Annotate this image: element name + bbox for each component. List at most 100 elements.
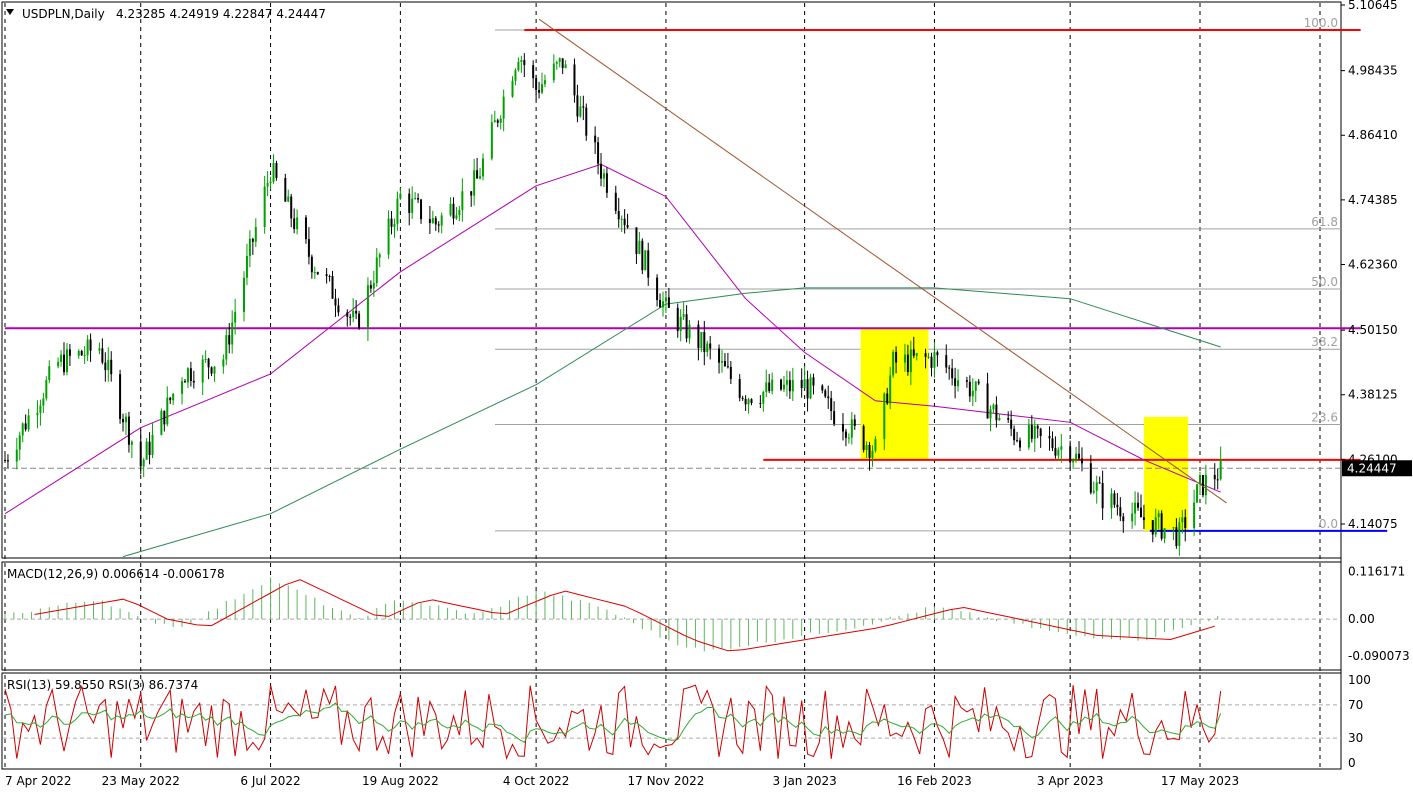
candle-body: [325, 274, 328, 277]
candle-body: [726, 366, 729, 368]
candle-body: [142, 459, 145, 467]
candle-body: [163, 410, 166, 425]
candle-body: [1163, 528, 1166, 539]
candle-body: [661, 301, 664, 308]
candle-body: [27, 415, 30, 430]
candle-body: [965, 380, 968, 382]
macd-signal-line: [34, 579, 1215, 652]
candle-body: [706, 343, 709, 353]
candle-body: [824, 390, 827, 397]
candle-body: [747, 399, 750, 405]
candle-body: [809, 377, 812, 399]
candle-body: [738, 378, 741, 398]
candle-body: [517, 61, 520, 71]
candle-body: [936, 352, 939, 356]
candle-body: [1119, 507, 1122, 517]
candle-body: [452, 203, 455, 219]
candle-body: [269, 181, 272, 183]
price-tick-label: 4.62360: [1348, 258, 1398, 272]
fib-label: 38.2: [1311, 335, 1338, 349]
candle-body: [1219, 459, 1222, 480]
candle-body: [378, 254, 381, 258]
candle-body: [1213, 474, 1216, 480]
candle-body: [186, 368, 189, 383]
time-tick-label: 6 Jul 2022: [240, 774, 300, 788]
candle-body: [148, 441, 151, 455]
candle-body: [709, 343, 712, 349]
time-tick-label: 23 May 2022: [102, 774, 180, 788]
candle-body: [60, 354, 63, 362]
candle-body: [331, 276, 334, 299]
candle-body: [626, 225, 629, 228]
candle-body: [847, 437, 850, 439]
candle-body: [68, 349, 71, 356]
candle-body: [597, 142, 600, 164]
candle-body: [638, 240, 641, 255]
highlight-box: [860, 328, 929, 460]
price-tick-label: 4.74385: [1348, 193, 1398, 207]
menu-triangle-icon[interactable]: [6, 9, 14, 15]
candle-body: [48, 366, 51, 381]
candle-body: [986, 383, 989, 419]
candle-body: [605, 173, 608, 193]
candle-body: [399, 193, 402, 199]
macd-label: MACD(12,26,9) 0.006614 -0.006178: [7, 567, 225, 581]
ma-slow-line: [122, 287, 1221, 558]
candle-body: [682, 314, 685, 317]
candle-body: [1134, 502, 1137, 514]
candle-body: [65, 349, 68, 373]
candle-body: [89, 339, 92, 351]
time-tick-label: 17 Nov 2022: [628, 774, 705, 788]
candle-body: [729, 366, 732, 379]
candle-body: [833, 411, 836, 424]
candle-body: [564, 64, 567, 69]
candle-body: [785, 380, 788, 385]
rsi-label: RSI(13) 59.8550 RSI(3) 86.7374: [7, 678, 198, 692]
candle-body: [355, 310, 358, 314]
rsi-series: [3, 684, 1341, 760]
candle-body: [862, 425, 865, 451]
candle-body: [127, 416, 130, 445]
candle-body: [585, 107, 588, 136]
candle-body: [272, 163, 275, 182]
candle-body: [1027, 424, 1030, 448]
price-tick-label: 4.98435: [1348, 64, 1398, 78]
ma-fast-line: [4, 163, 1221, 515]
candle-body: [476, 170, 479, 179]
candle-body: [213, 366, 216, 374]
candle-body: [169, 397, 172, 401]
candle-body: [461, 191, 464, 210]
candle-body: [718, 348, 721, 363]
candle-body: [644, 250, 647, 271]
candle-body: [800, 380, 803, 388]
candle-body: [1201, 475, 1204, 496]
candle-body: [930, 356, 933, 368]
candle-body: [741, 397, 744, 399]
candle-body: [555, 62, 558, 64]
candle-body: [151, 434, 154, 455]
candle-body: [414, 197, 417, 199]
candle-body: [104, 362, 107, 371]
candle-body: [853, 419, 856, 426]
candle-body: [1039, 428, 1042, 437]
candle-body: [437, 224, 440, 226]
candle-body: [225, 335, 228, 360]
candle-body: [788, 380, 791, 392]
candle-body: [523, 60, 526, 66]
candle-body: [1196, 484, 1199, 503]
candle-body: [771, 379, 774, 392]
candle-body: [951, 368, 954, 379]
candle-body: [251, 238, 254, 242]
candle-body: [449, 203, 452, 216]
candle-body: [906, 354, 909, 373]
macd-tick-label: 0.00: [1348, 612, 1375, 626]
fib-label: 100.0: [1304, 16, 1338, 30]
macd-tick-label: -0.090073: [1348, 649, 1410, 663]
candle-body: [685, 314, 688, 339]
candle-body: [871, 450, 874, 458]
candle-body: [210, 367, 213, 374]
candle-body: [561, 58, 564, 69]
candle-body: [744, 398, 747, 405]
candle-body: [296, 217, 299, 230]
